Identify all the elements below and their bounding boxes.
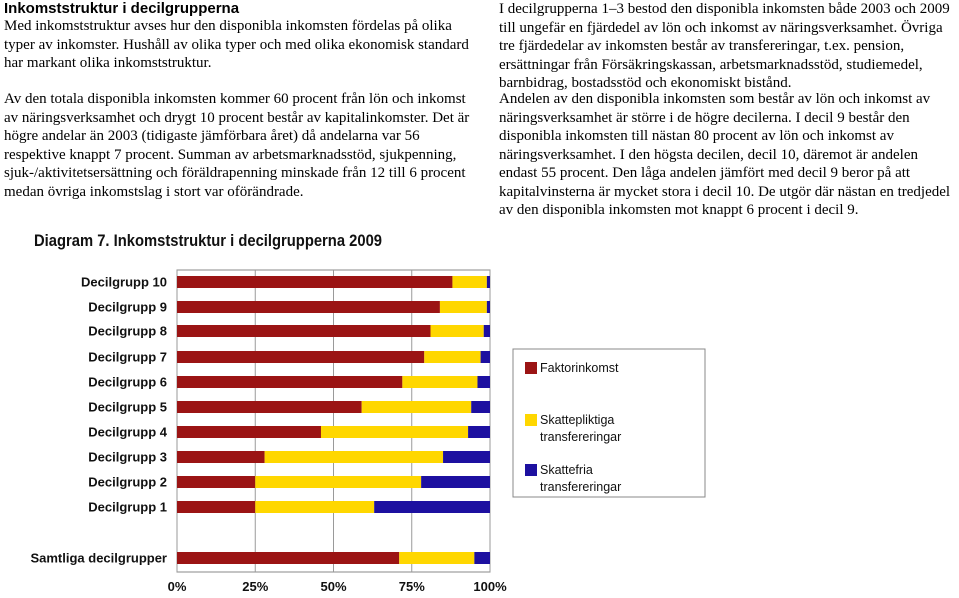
bar-skattepliktiga	[430, 325, 484, 337]
x-tick-label: 25%	[242, 579, 268, 594]
bar-skattefria	[483, 325, 490, 337]
x-tick-label: 50%	[320, 579, 346, 594]
bar-faktorinkomst	[177, 476, 256, 488]
income-structure-chart: Diagram 7. Inkomststruktur i decilgruppe…	[30, 232, 706, 594]
bar-skattepliktiga	[320, 426, 469, 438]
bar-faktorinkomst	[177, 276, 453, 288]
bar-skattepliktiga	[439, 301, 487, 313]
category-label: Decilgrupp 7	[88, 350, 167, 365]
bar-skattefria	[421, 476, 490, 488]
category-label: Decilgrupp 3	[88, 450, 167, 465]
bar-faktorinkomst	[177, 501, 256, 513]
category-label: Samtliga decilgrupper	[30, 551, 167, 566]
paragraph-decile-1-3: I decilgrupperna 1–3 bestod den disponib…	[499, 1, 950, 91]
bar-faktorinkomst	[177, 325, 431, 337]
bar-faktorinkomst	[177, 301, 440, 313]
category-label: Decilgrupp 8	[88, 324, 167, 339]
bar-skattefria	[474, 552, 490, 564]
category-label: Decilgrupp 6	[88, 375, 167, 390]
bar-skattepliktiga	[424, 351, 481, 363]
legend-swatch	[525, 464, 537, 476]
category-label: Decilgrupp 4	[88, 425, 168, 440]
bar-skattepliktiga	[255, 501, 375, 513]
x-tick-label: 100%	[473, 579, 507, 594]
bar-skattefria	[477, 376, 490, 388]
bar-skattefria	[486, 276, 490, 288]
section-heading: Inkomststruktur i decilgrupperna	[4, 0, 240, 17]
bar-skattepliktiga	[399, 552, 475, 564]
legend-box	[512, 348, 706, 498]
legend-swatch	[525, 414, 537, 426]
category-label: Decilgrupp 10	[81, 275, 167, 290]
chart-title: Diagram 7. Inkomststruktur i decilgruppe…	[34, 232, 382, 250]
bar-skattepliktiga	[361, 401, 472, 413]
paragraph-intro: Med inkomststruktur avses hur den dispon…	[4, 18, 469, 71]
category-label: Decilgrupp 2	[88, 475, 167, 490]
bar-faktorinkomst	[177, 451, 265, 463]
bar-skattefria	[480, 351, 490, 363]
legend-label: Skattefria	[540, 463, 593, 477]
bar-skattepliktiga	[264, 451, 444, 463]
x-tick-label: 75%	[399, 579, 425, 594]
category-label: Decilgrupp 5	[88, 400, 167, 415]
legend-swatch	[525, 362, 537, 374]
bar-skattefria	[374, 501, 490, 513]
bar-skattepliktiga	[255, 476, 422, 488]
bar-faktorinkomst	[177, 376, 403, 388]
paragraph-higher-deciles: Andelen av den disponibla inkomsten som …	[499, 91, 951, 218]
legend-label: Faktorinkomst	[540, 361, 619, 375]
bar-skattefria	[443, 451, 490, 463]
category-label: Decilgrupp 9	[88, 300, 167, 315]
bar-faktorinkomst	[177, 351, 425, 363]
category-label: Decilgrupp 1	[88, 500, 167, 515]
bar-skattepliktiga	[402, 376, 478, 388]
x-tick-label: 0%	[168, 579, 187, 594]
bar-faktorinkomst	[177, 552, 400, 564]
paragraph-total-income: Av den totala disponibla inkomsten komme…	[4, 91, 470, 200]
bar-skattefria	[468, 426, 490, 438]
bar-skattefria	[486, 301, 490, 313]
bar-faktorinkomst	[177, 401, 362, 413]
bar-faktorinkomst	[177, 426, 321, 438]
legend-label: transfereringar	[540, 480, 621, 494]
bar-skattepliktiga	[452, 276, 487, 288]
bar-skattefria	[471, 401, 490, 413]
legend-label: Skattepliktiga	[540, 413, 614, 427]
legend-label: transfereringar	[540, 430, 621, 444]
